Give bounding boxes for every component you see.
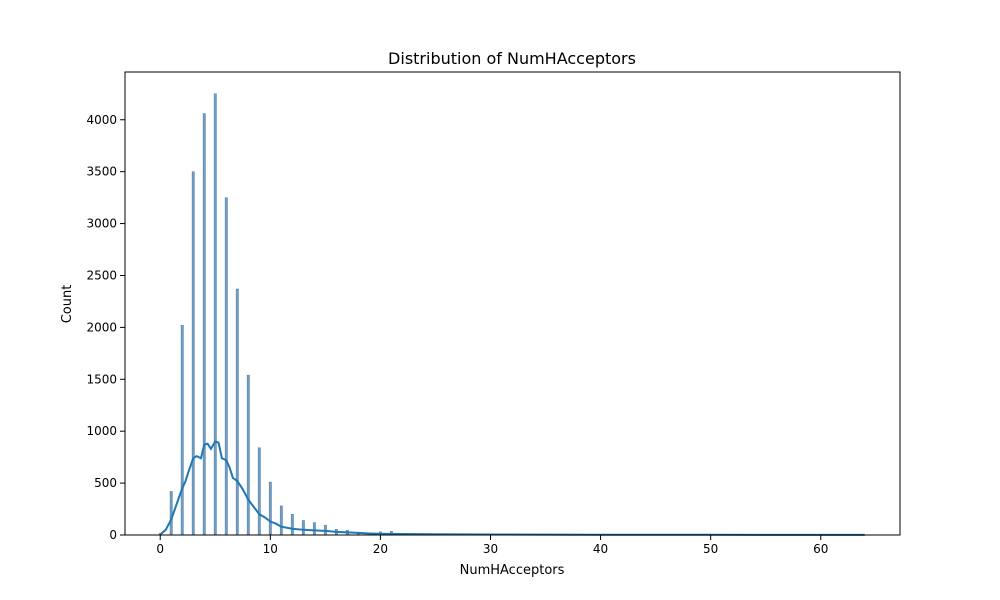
- y-tick-label: 0: [109, 528, 117, 542]
- plot-frame: [124, 71, 901, 536]
- y-tick-label: 3500: [86, 165, 117, 179]
- histogram-bar: [279, 505, 283, 536]
- histogram-bar: [246, 374, 250, 536]
- x-tick-label: 20: [373, 542, 388, 556]
- kde-curve: [159, 440, 865, 536]
- y-tick-label: 4000: [86, 113, 117, 127]
- y-tick-label: 1000: [86, 424, 117, 438]
- x-tick-label: 30: [483, 542, 498, 556]
- bars-group: [158, 93, 867, 536]
- x-tick-label: 60: [813, 542, 828, 556]
- x-axis-label: NumHAcceptors: [460, 563, 565, 578]
- x-tick-label: 50: [703, 542, 718, 556]
- histogram-bar: [224, 197, 228, 536]
- y-axis-label: Count: [60, 285, 75, 324]
- histogram-bar: [202, 113, 206, 536]
- y-axis-ticks: 0 500 1000 1500 2000 2500 3000 3500 4000: [86, 113, 125, 542]
- histogram-bar: [257, 447, 261, 536]
- histogram-bar: [268, 481, 272, 536]
- histogram-bar: [191, 171, 195, 536]
- histogram-bar: [180, 325, 184, 536]
- histogram-bar: [213, 93, 217, 536]
- y-tick-label: 2500: [86, 268, 117, 282]
- y-tick-label: 500: [94, 476, 117, 490]
- x-tick-label: 40: [593, 542, 608, 556]
- y-tick-label: 3000: [86, 217, 117, 231]
- x-tick-label: 10: [263, 542, 278, 556]
- histogram-bar: [301, 520, 305, 536]
- chart-title: Distribution of NumHAcceptors: [388, 49, 636, 68]
- x-tick-label: 0: [156, 542, 164, 556]
- x-axis-ticks: 0 10 20 30 40 50 60: [156, 535, 828, 556]
- y-tick-label: 2000: [86, 320, 117, 334]
- histogram-bar: [312, 522, 316, 536]
- histogram-bar: [169, 491, 173, 536]
- histogram-bar: [235, 288, 239, 536]
- histogram-bar: [290, 514, 294, 536]
- y-tick-label: 1500: [86, 372, 117, 386]
